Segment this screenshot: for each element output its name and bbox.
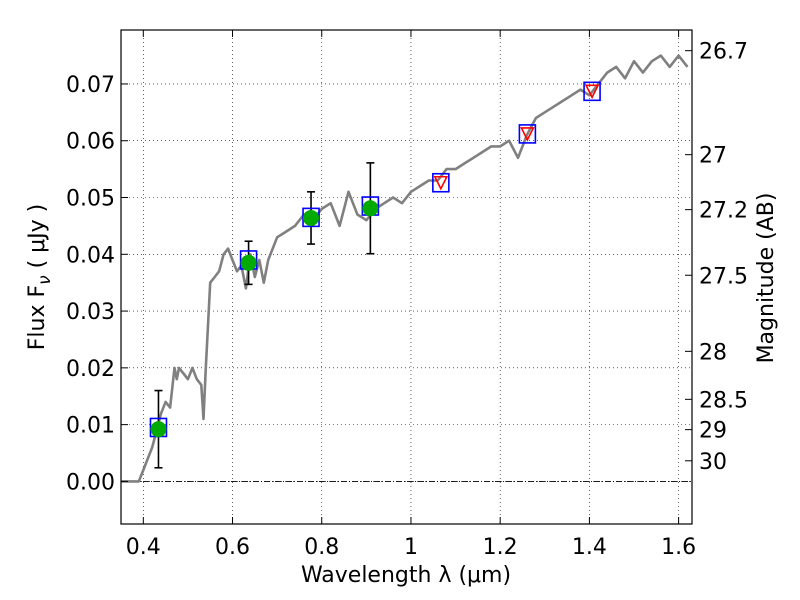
x-tick-label: 0.4 <box>126 535 161 560</box>
model-photometry-markers <box>149 81 601 438</box>
y-tick-label: 0.02 <box>66 357 115 382</box>
magnitude-tick-label: 27 <box>699 144 727 169</box>
y-tick-label: 0.04 <box>66 243 115 268</box>
upper-limit-triangle <box>584 84 600 100</box>
model-photometry-square <box>583 81 601 102</box>
y-axis-ticks: 0.00 0.01 0.02 0.03 0.04 0.05 0.06 0.07 <box>66 73 128 495</box>
magnitude-tick-label: 28 <box>699 340 727 365</box>
y-tick-label: 0.05 <box>66 187 115 212</box>
x-tick-label: 1.2 <box>483 535 518 560</box>
magnitude-tick-label: 29 <box>699 419 727 444</box>
magnitude-tick-label: 27.2 <box>699 199 748 224</box>
magnitude-tick-label: 26.7 <box>699 40 748 65</box>
model-photometry-square <box>432 172 450 193</box>
x-axis-ticks: 0.4 0.6 0.8 1 1.2 1.4 1.6 <box>126 30 696 560</box>
y-tick-label: 0.03 <box>66 300 115 325</box>
error-bars <box>154 162 375 469</box>
observed-point <box>240 254 257 271</box>
upper-limit-markers <box>433 84 600 191</box>
y-tick-label: 0.07 <box>66 73 115 98</box>
magnitude-tick-label: 28.5 <box>699 388 748 413</box>
magnitude-axis-ticks: 26.7 27 27.2 27.5 28 28.5 29 30 <box>685 40 748 475</box>
x-axis-label: Wavelength λ (μm) <box>301 563 511 588</box>
upper-limit-triangle <box>433 175 449 191</box>
x-tick-label: 0.6 <box>215 535 250 560</box>
y-tick-label: 0.01 <box>66 414 115 439</box>
magnitude-axis-label: Magnitude (AB) <box>754 193 779 364</box>
model-photometry-square <box>302 207 320 228</box>
x-tick-label: 1.6 <box>661 535 696 560</box>
magnitude-tick-label: 27.5 <box>699 264 748 289</box>
upper-limit-triangle <box>520 127 535 142</box>
x-tick-label: 1 <box>404 535 418 560</box>
y-axis-label: Flux Fν ( μJy ) <box>25 204 55 351</box>
x-tick-label: 1.4 <box>572 535 607 560</box>
observed-point <box>150 421 167 438</box>
model-photometry-square <box>518 124 537 144</box>
observed-point <box>362 200 379 217</box>
model-spectrum-line <box>121 54 689 483</box>
x-tick-label: 0.8 <box>304 535 339 560</box>
magnitude-tick-label: 30 <box>699 450 727 475</box>
y-tick-label: 0.00 <box>66 470 115 495</box>
observed-point <box>303 209 320 226</box>
grid <box>121 30 692 524</box>
plot-frame <box>120 29 693 525</box>
observed-photometry-markers <box>150 200 379 438</box>
y-tick-label: 0.06 <box>66 130 115 155</box>
